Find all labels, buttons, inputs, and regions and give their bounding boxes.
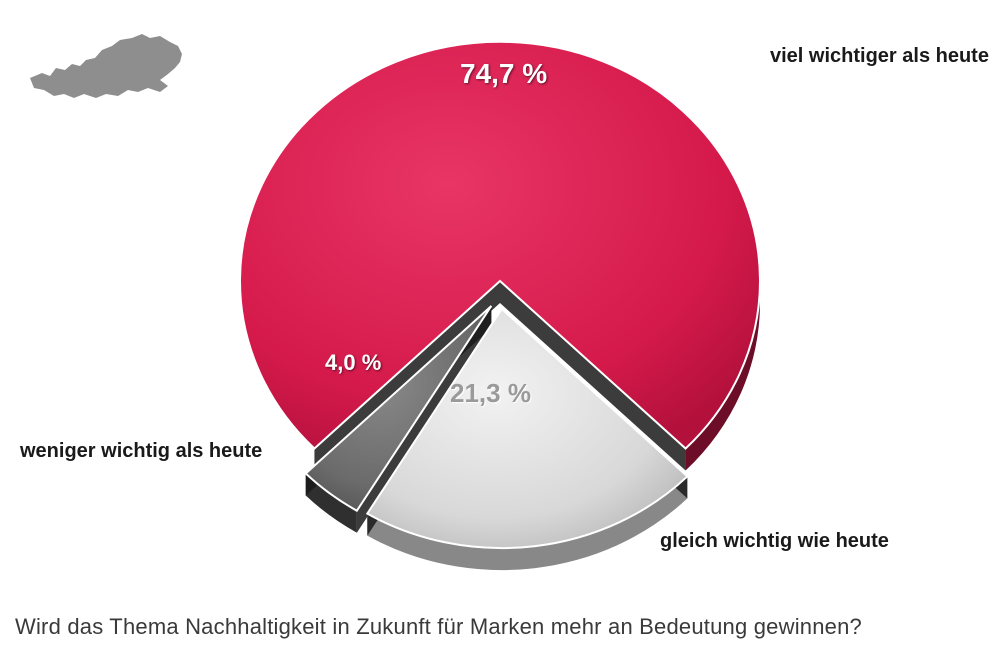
chart-container: 74,7 % 21,3 % 4,0 % viel wichtiger als h… [0, 0, 999, 650]
austria-map-icon [20, 18, 190, 113]
slice-label-viel-wichtiger: viel wichtiger als heute [770, 45, 989, 68]
slice-value-weniger-wichtig: 4,0 % [325, 350, 381, 376]
slice-label-weniger-wichtig: weniger wichtig als heute [20, 440, 262, 463]
chart-caption: Wird das Thema Nachhaltigkeit in Zukunft… [15, 614, 862, 640]
slice-value-viel-wichtiger: 74,7 % [460, 58, 547, 90]
slice-value-gleich-wichtig: 21,3 % [450, 378, 531, 409]
slice-label-gleich-wichtig: gleich wichtig wie heute [660, 530, 889, 553]
pie-chart [210, 5, 790, 585]
